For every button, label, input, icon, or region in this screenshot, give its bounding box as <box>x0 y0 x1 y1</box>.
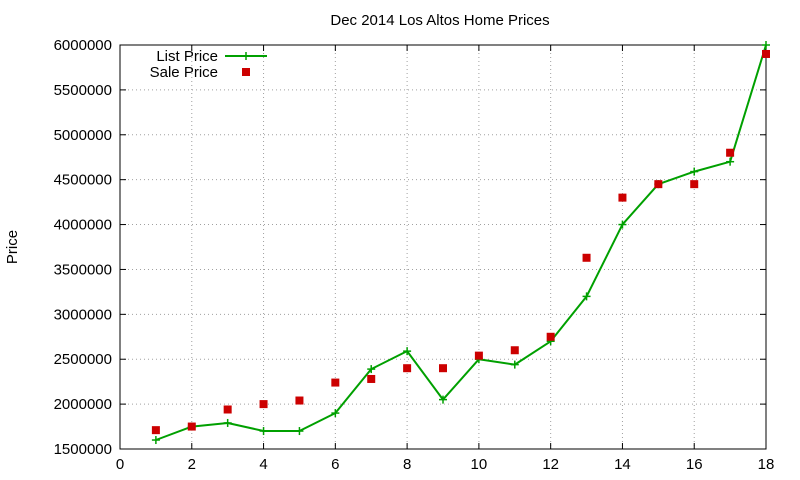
list-price-point <box>403 347 412 356</box>
list-price-line <box>155 44 767 441</box>
y-tick-label: 5000000 <box>54 127 112 144</box>
sale-price-point <box>331 378 340 387</box>
list-price-point <box>510 360 519 369</box>
sale-price-point <box>762 49 770 58</box>
sale-price-point <box>510 346 519 355</box>
y-tick-label: 2000000 <box>54 396 112 413</box>
list-price-point <box>618 220 627 229</box>
x-tick-label: 2 <box>188 456 196 473</box>
y-tick-label: 2500000 <box>54 351 112 368</box>
sale-price-point <box>582 253 591 262</box>
legend-label-list-price: List Price <box>156 48 218 65</box>
sale-price-point <box>439 364 447 373</box>
list-price-series <box>151 41 770 445</box>
legend-swatch-marker-sale-price <box>242 68 250 76</box>
sale-price-point <box>726 148 735 157</box>
x-tick-label: 14 <box>614 456 631 473</box>
x-tick-label: 8 <box>403 456 411 473</box>
x-tick-label: 6 <box>331 456 339 473</box>
x-tick-label: 12 <box>542 456 559 473</box>
sale-price-point <box>654 180 663 189</box>
sale-price-series <box>151 49 770 435</box>
grid <box>120 45 766 449</box>
list-price-point <box>762 41 770 49</box>
x-tick-label: 16 <box>686 456 703 473</box>
list-price-point <box>367 365 376 374</box>
x-tick-label: 0 <box>116 456 124 473</box>
x-tick-label: 18 <box>758 456 775 473</box>
legend-swatch-marker-list-price <box>242 52 250 60</box>
sale-price-point <box>690 180 699 189</box>
list-price-point <box>151 436 160 445</box>
list-price-point <box>726 157 735 166</box>
list-price-point <box>295 427 304 436</box>
sale-price-point <box>546 332 555 341</box>
y-tick-label: 4000000 <box>54 217 112 234</box>
sale-price-point <box>259 400 268 409</box>
plot-frame <box>119 44 767 450</box>
chart-title: Dec 2014 Los Altos Home Prices <box>330 12 549 29</box>
sale-price-point <box>367 374 376 383</box>
y-tick-label: 4500000 <box>54 172 112 189</box>
list-price-point <box>259 427 268 436</box>
legend-label-sale-price: Sale Price <box>150 64 218 81</box>
list-price-point <box>582 292 591 301</box>
list-price-point <box>690 167 699 176</box>
sale-price-point <box>295 396 304 405</box>
sale-price-point <box>618 193 627 202</box>
y-axis-label: Price <box>4 230 21 264</box>
list-price-point <box>223 418 232 427</box>
list-price-point <box>331 409 340 418</box>
sale-price-point <box>223 405 232 414</box>
x-tick-label: 4 <box>259 456 267 473</box>
sale-price-point <box>403 364 412 373</box>
sale-price-point <box>474 351 483 360</box>
y-tick-label: 3000000 <box>54 306 112 323</box>
sale-price-point <box>187 422 196 431</box>
y-tick-label: 1500000 <box>54 441 112 458</box>
series <box>151 41 770 445</box>
y-tick-label: 5500000 <box>54 82 112 99</box>
x-tick-label: 10 <box>471 456 488 473</box>
y-tick-label: 6000000 <box>54 37 112 54</box>
sale-price-point <box>151 426 160 435</box>
y-tick-label: 3500000 <box>54 261 112 278</box>
list-price-point <box>439 395 447 404</box>
axis-ticks: 1500000 2000000 2500000 3000000 3500000 40000… <box>54 37 775 473</box>
